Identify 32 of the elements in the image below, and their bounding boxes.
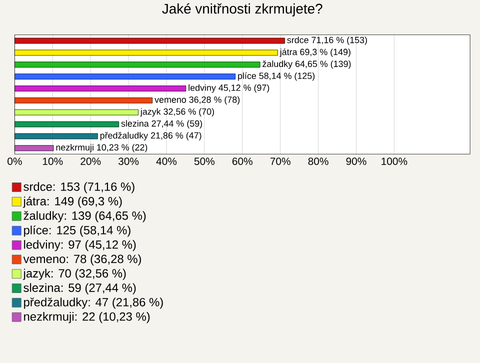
x-tick-label: 0% [8, 158, 22, 166]
data-label: ledviny 45,12 % (97) [188, 84, 270, 93]
legend-label: jazyk: 70 (32,56 %) [22, 268, 126, 280]
legend-label: žaludky: 139 (64,65 %) [24, 211, 146, 222]
data-label: plíce 58,14 % (125) [238, 72, 315, 81]
x-tick-label: 80% [308, 158, 328, 166]
legend-label: vemeno: 78 (36,28 %) [23, 254, 141, 266]
x-tick-label: 30% [118, 158, 139, 166]
x-tick-label: 20% [80, 158, 101, 166]
data-label: vemeno 36,28 % (78) [154, 96, 240, 105]
data-label: jazyk 32,56 % (70) [140, 108, 214, 117]
data-label: žaludky 64,65 % (139) [262, 60, 351, 69]
legend-label: plíce: 125 (58,14 %) [24, 226, 130, 237]
legend-label: slezina: 59 (27,44 %) [24, 283, 136, 294]
x-tick-label: 100% [382, 158, 408, 166]
x-tick-label: 40% [156, 158, 177, 166]
data-label: slezina 27,44 % (59) [121, 120, 202, 128]
x-tick-label: 50% [194, 158, 215, 166]
legend-label: nezkrmuji: 22 (10,23 %) [24, 312, 150, 324]
data-label: nezkrmuji 10,23 % (22) [56, 144, 148, 152]
chart-title: Jaké vnitřnosti zkrmujete? [162, 3, 322, 16]
legend-label: játra: 149 (69,3 %) [22, 196, 122, 208]
data-label: srdce 71,16 % (153) [287, 36, 367, 45]
x-tick-label: 60% [232, 158, 252, 166]
x-tick-label: 90% [346, 158, 366, 166]
legend-label: ledviny: 97 (45,12 %) [24, 240, 136, 252]
x-tick-label: 10% [42, 158, 63, 166]
legend-label: předžaludky: 47 (21,86 %) [24, 298, 163, 309]
legend-label: srdce: 153 (71,16 %) [24, 182, 134, 194]
data-label: játra 69,3 % (149) [280, 48, 350, 57]
data-label: předžaludky 21,86 % (47) [100, 132, 202, 140]
x-tick-label: 70% [270, 158, 290, 166]
